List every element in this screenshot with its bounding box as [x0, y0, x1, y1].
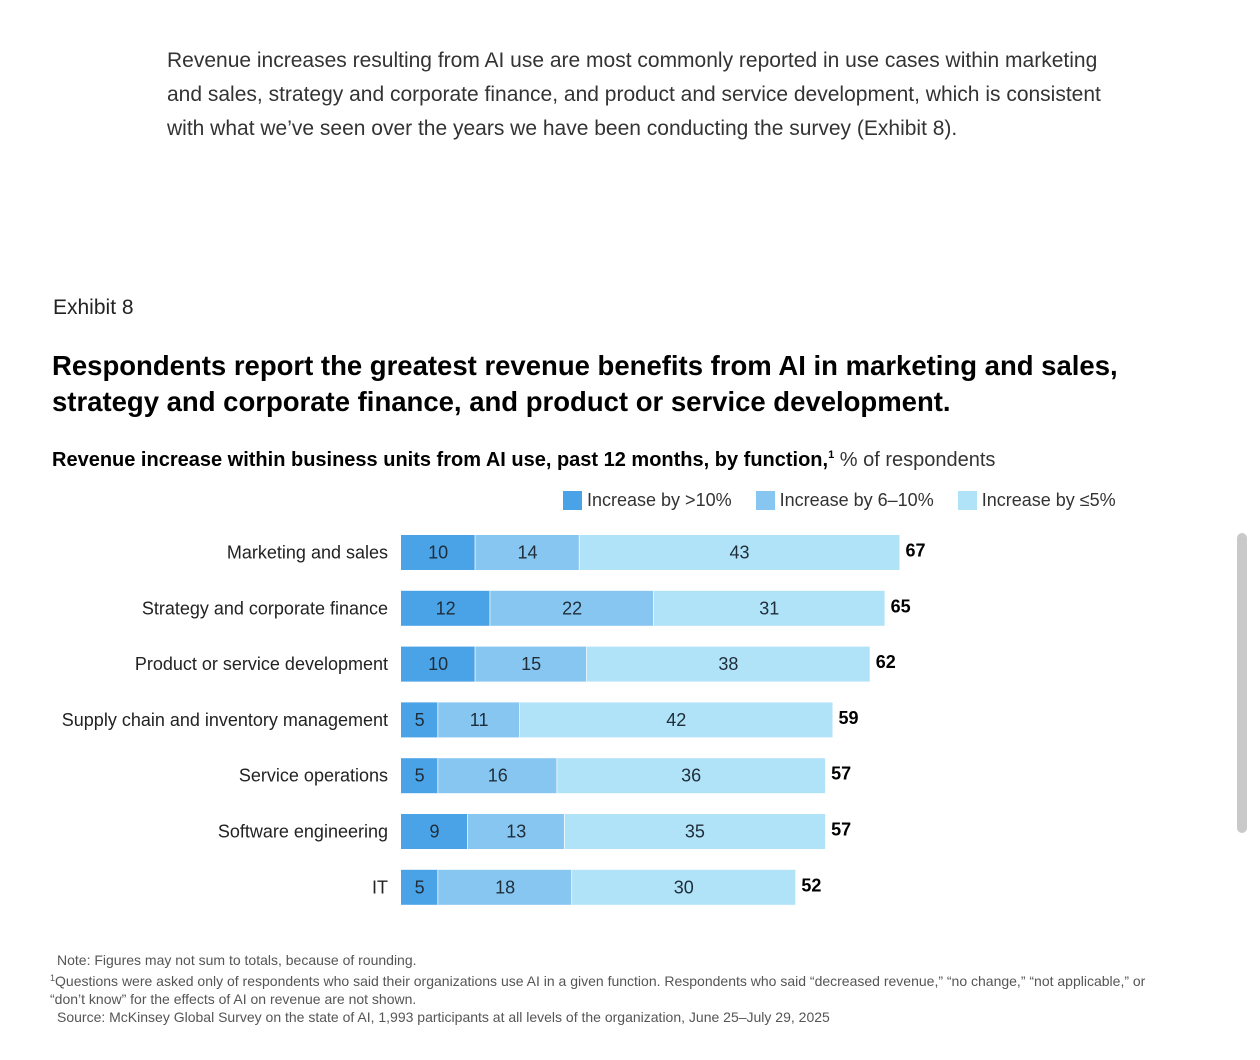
category-label-product-or-service-development: Product or service development [135, 654, 388, 674]
bar-software-engineering-increase-le-5 [564, 814, 826, 849]
bar-strategy-and-corporate-finance-increase-le-5 [653, 590, 885, 626]
bar-value-marketing-and-sales-increase-6-10: 14 [517, 543, 537, 563]
legend-item-increase-le-5: Increase by ≤5% [957, 490, 1116, 511]
bar-value-strategy-and-corporate-finance-increase-gt-10: 12 [436, 598, 456, 618]
bar-value-software-engineering-increase-le-5: 35 [685, 822, 705, 842]
bar-supply-chain-and-inventory-management-increase-gt-10 [401, 702, 439, 738]
legend-swatch-increase-6-10 [755, 491, 775, 510]
category-label-strategy-and-corporate-finance: Strategy and corporate finance [142, 598, 388, 618]
chart-notes: Note: Figures may not sum to totals, bec… [50, 951, 1160, 1026]
chart-legend: Increase by >10% Increase by 6–10% Incre… [563, 490, 1116, 511]
bar-product-or-service-development-increase-le-5 [587, 646, 870, 682]
bar-service-operations-increase-gt-10 [401, 758, 439, 794]
scrollbar-thumb[interactable] [1237, 533, 1247, 833]
bar-marketing-and-sales-increase-gt-10 [401, 535, 476, 570]
bar-value-product-or-service-development-increase-gt-10: 10 [428, 654, 448, 674]
bar-strategy-and-corporate-finance-increase-gt-10 [401, 590, 491, 626]
bar-value-it-increase-le-5: 30 [674, 877, 694, 897]
category-label-software-engineering: Software engineering [218, 822, 388, 842]
bar-supply-chain-and-inventory-management-increase-le-5 [520, 702, 833, 738]
bar-value-software-engineering-increase-gt-10: 9 [429, 822, 439, 842]
chart-subtitle: Revenue increase within business units f… [52, 449, 995, 472]
category-label-supply-chain-and-inventory-management: Supply chain and inventory management [62, 710, 388, 730]
note-rounding: Note: Figures may not sum to totals, bec… [57, 952, 417, 968]
bar-value-product-or-service-development-increase-le-5: 38 [718, 654, 738, 674]
category-label-service-operations: Service operations [239, 766, 388, 786]
bar-supply-chain-and-inventory-management-increase-6-10 [438, 702, 521, 738]
bar-it-increase-6-10 [438, 869, 573, 905]
legend-item-increase-6-10: Increase by 6–10% [755, 490, 934, 511]
bar-value-service-operations-increase-le-5: 36 [681, 766, 701, 786]
legend-label-increase-6-10: Increase by 6–10% [779, 490, 934, 510]
bar-value-strategy-and-corporate-finance-increase-le-5: 31 [759, 598, 779, 618]
exhibit-label: Exhibit 8 [53, 296, 134, 319]
footnote-text: Questions were asked only of respondents… [50, 973, 1146, 1007]
bar-service-operations-increase-6-10 [438, 758, 558, 794]
bar-software-engineering-increase-6-10 [467, 814, 565, 849]
stacked-bar-chart: Marketing and sales 10 14 43 67 Strategy and … [62, 535, 926, 905]
chart-title: Respondents report the greatest revenue … [52, 350, 1118, 417]
bar-product-or-service-development-increase-6-10 [475, 646, 587, 682]
bar-total-service-operations: 57 [831, 764, 851, 784]
bar-value-software-engineering-increase-6-10: 13 [506, 822, 526, 842]
category-label-it: IT [372, 877, 388, 897]
bar-value-supply-chain-and-inventory-management-increase-le-5: 42 [666, 710, 686, 730]
bar-it-increase-le-5 [572, 869, 796, 905]
bar-marketing-and-sales-increase-le-5 [579, 535, 900, 570]
footnote-marker: 1 [50, 973, 56, 983]
bar-total-supply-chain-and-inventory-management: 59 [839, 708, 859, 728]
legend-swatch-increase-gt-10 [563, 491, 582, 510]
bar-value-product-or-service-development-increase-6-10: 15 [521, 654, 541, 674]
bar-value-marketing-and-sales-increase-gt-10: 10 [428, 543, 448, 563]
chart-subtitle-footnote-mark: 1 [828, 449, 835, 461]
chart-subtitle-main: Revenue increase within business units f… [52, 449, 829, 471]
legend-item-increase-gt-10: Increase by >10% [563, 490, 732, 511]
bar-service-operations-increase-le-5 [557, 758, 826, 794]
intro-paragraph: Revenue increases resulting from AI use … [167, 49, 1101, 140]
bar-marketing-and-sales-increase-6-10 [475, 535, 580, 570]
chart-subtitle-unit: % of respondents [839, 449, 996, 471]
bar-total-it: 52 [801, 875, 821, 895]
bar-value-service-operations-increase-6-10: 16 [488, 766, 508, 786]
bar-value-service-operations-increase-gt-10: 5 [415, 766, 425, 786]
legend-label-increase-gt-10: Increase by >10% [587, 490, 732, 510]
bar-value-it-increase-6-10: 18 [495, 877, 515, 897]
bar-total-marketing-and-sales: 67 [905, 541, 925, 561]
bar-total-software-engineering: 57 [831, 820, 851, 840]
legend-swatch-increase-le-5 [957, 491, 977, 510]
bar-value-it-increase-gt-10: 5 [415, 877, 425, 897]
bar-value-supply-chain-and-inventory-management-increase-6-10: 11 [470, 710, 489, 730]
source-line: Source: McKinsey Global Survey on the st… [57, 1009, 830, 1025]
bar-software-engineering-increase-gt-10 [401, 814, 468, 849]
footnote-1: 1Questions were asked only of respondent… [50, 969, 1160, 1008]
bar-value-supply-chain-and-inventory-management-increase-gt-10: 5 [415, 710, 425, 730]
bar-strategy-and-corporate-finance-increase-6-10 [490, 590, 654, 626]
bar-value-strategy-and-corporate-finance-increase-6-10: 22 [562, 598, 582, 618]
bar-product-or-service-development-increase-gt-10 [401, 646, 476, 682]
bar-total-strategy-and-corporate-finance: 65 [891, 596, 911, 616]
bar-total-product-or-service-development: 62 [876, 652, 896, 672]
category-label-marketing-and-sales: Marketing and sales [227, 543, 388, 563]
legend-label-increase-le-5: Increase by ≤5% [981, 490, 1116, 510]
bar-value-marketing-and-sales-increase-le-5: 43 [730, 543, 750, 563]
bar-it-increase-gt-10 [401, 869, 439, 905]
